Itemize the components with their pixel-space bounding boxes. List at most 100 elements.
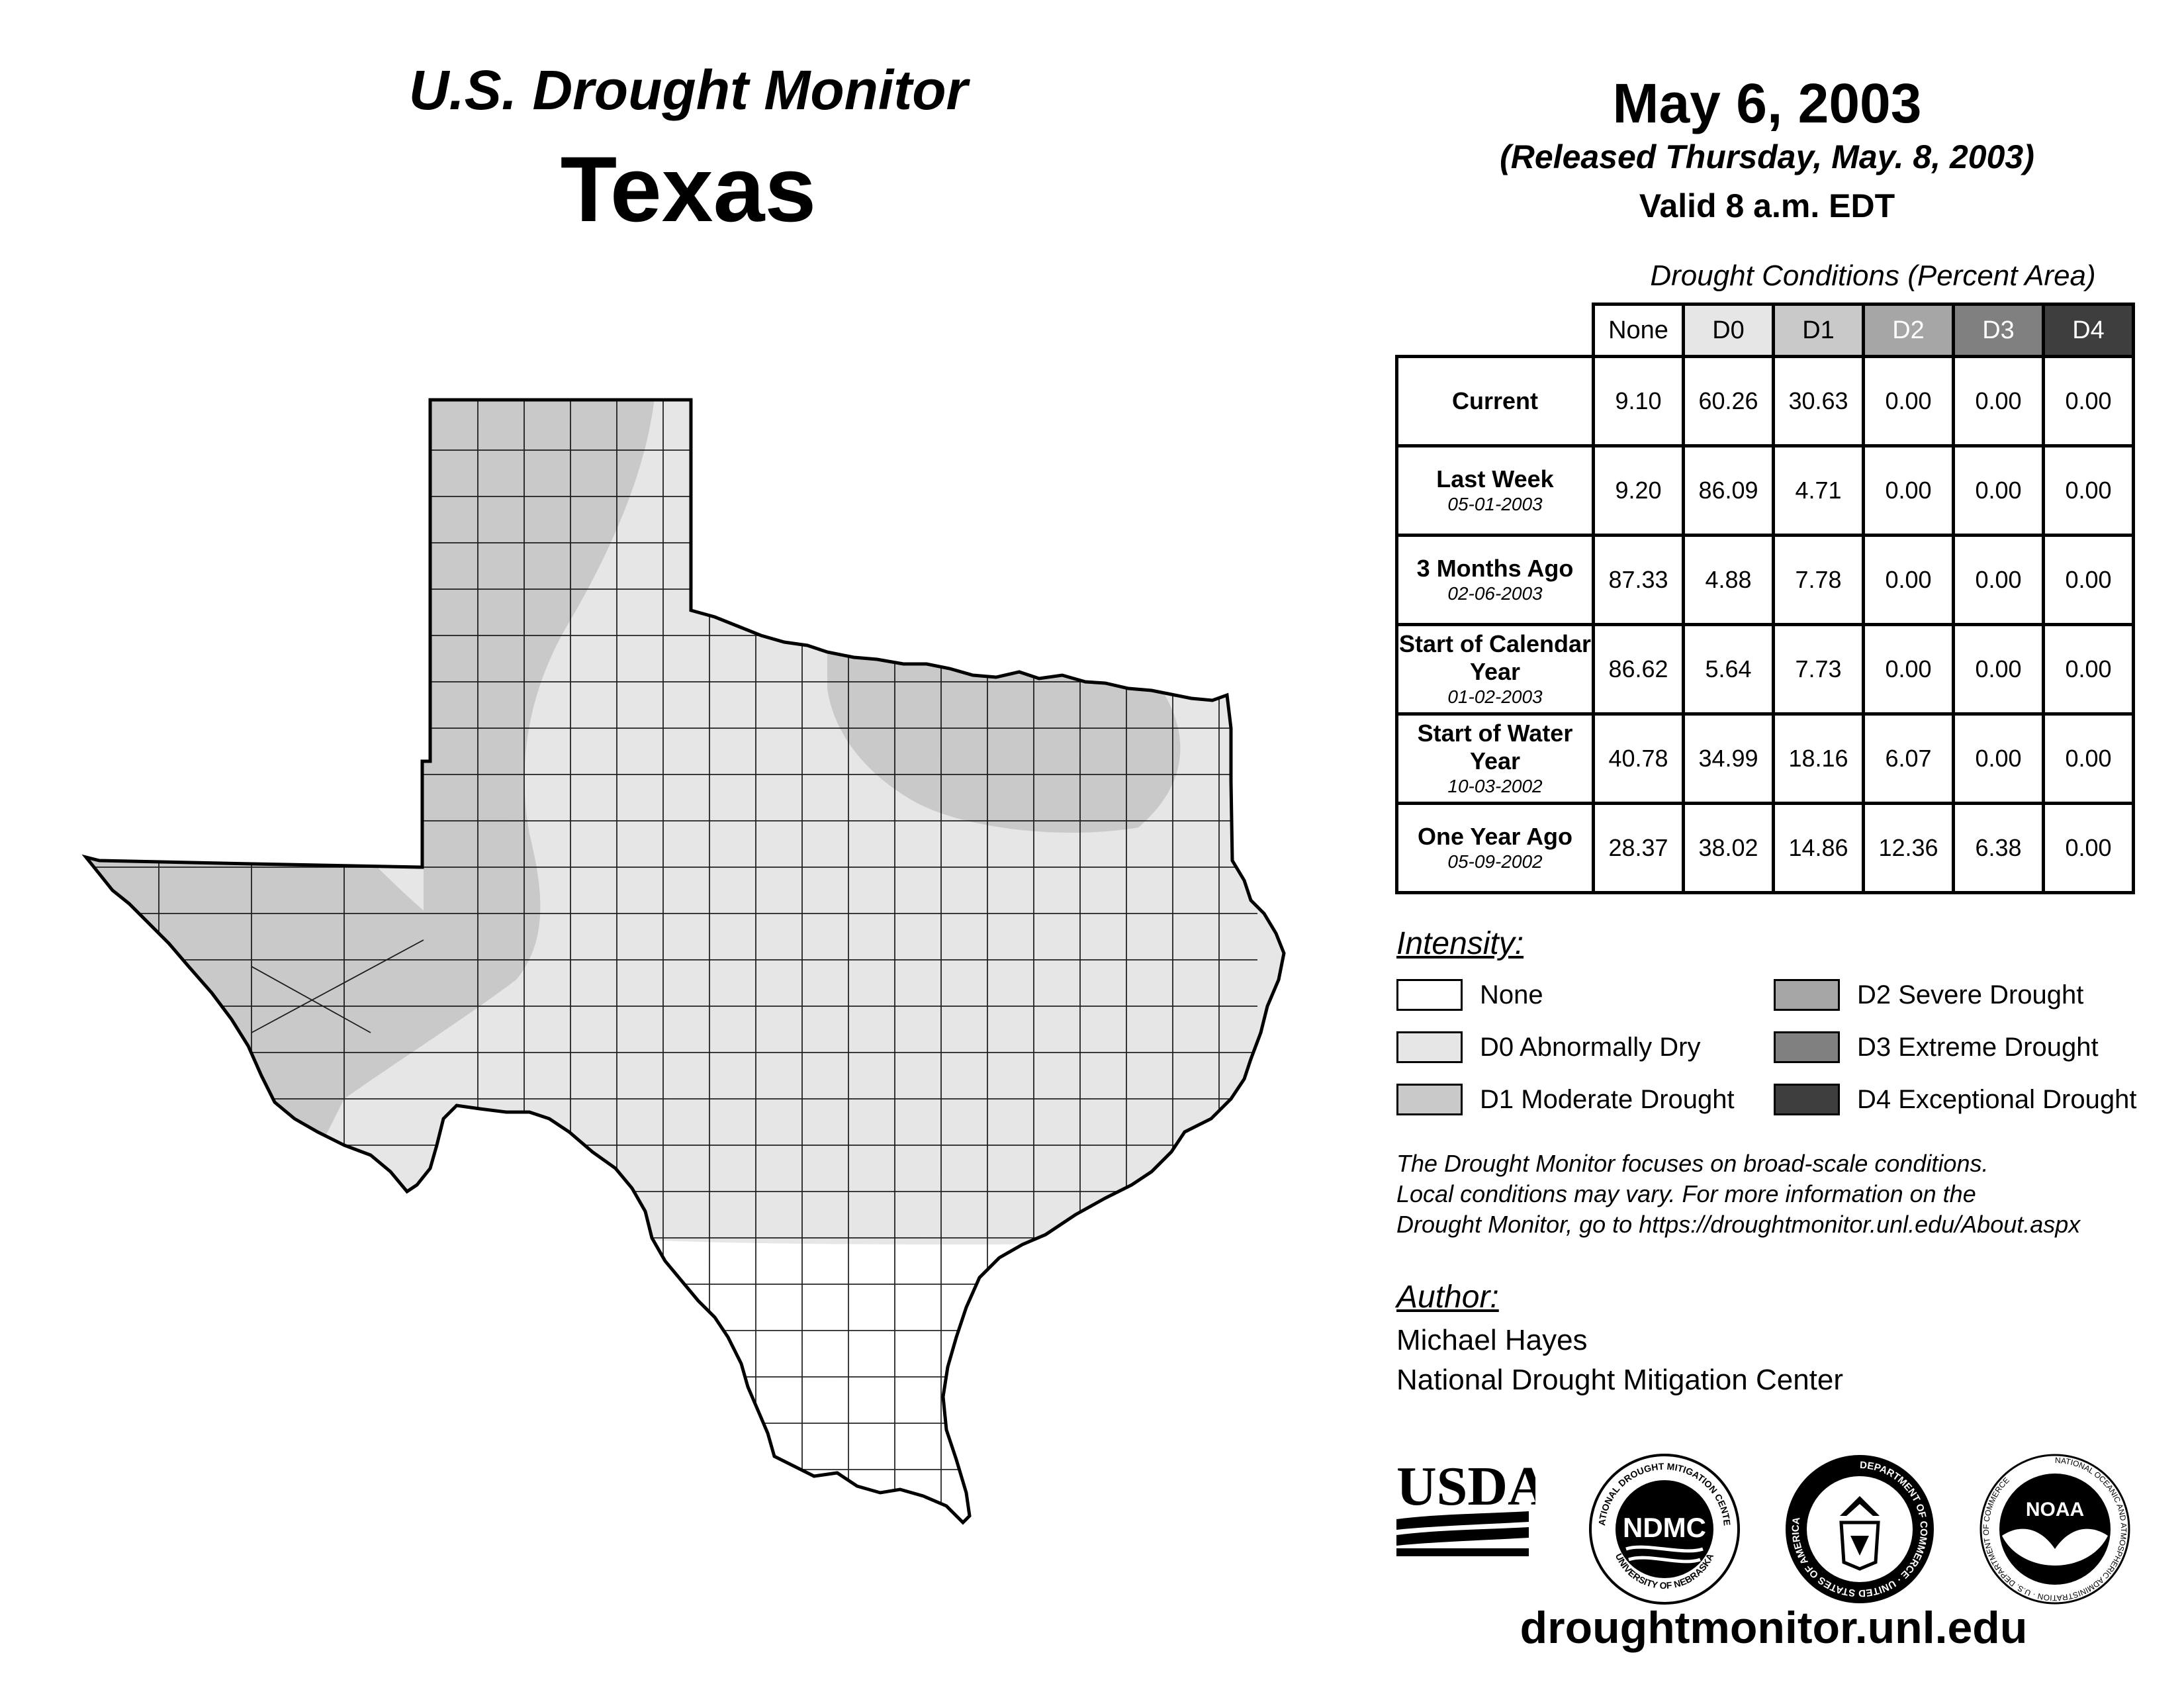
table-cell: 87.33: [1592, 534, 1685, 626]
legend-label: D1 Moderate Drought: [1480, 1084, 1735, 1114]
table-row: One Year Ago 05-09-2002 28.37 38.02 14.86…: [1395, 802, 2135, 894]
header-blank-cell: [1396, 304, 1595, 358]
ndmc-logo-text: NDMC: [1623, 1512, 1706, 1543]
legend-item-d2: D2 Severe Drought: [1774, 979, 2083, 1011]
table-cell: 0.00: [2042, 534, 2135, 626]
row-label-date: 05-01-2003: [1447, 494, 1543, 514]
row-label-3-months-ago: 3 Months Ago 02-06-2003: [1395, 534, 1595, 626]
author-title: Author:: [1396, 1280, 1499, 1315]
legend-swatch: [1396, 979, 1463, 1011]
row-label-one-year-ago: One Year Ago 05-09-2002: [1395, 802, 1595, 894]
table-cell: 12.36: [1862, 802, 1955, 894]
note-line: Drought Monitor, go to https://droughtmo…: [1396, 1211, 2081, 1238]
col-header-d4: D4: [2042, 303, 2135, 358]
row-label-date: 01-02-2003: [1447, 686, 1543, 707]
table-cell: 18.16: [1772, 712, 1865, 805]
state-title: Texas: [560, 137, 817, 241]
table-row: Start of Water Year 10-03-2002 40.78 34.9…: [1395, 712, 2135, 805]
row-label-start-water-year: Start of Water Year 10-03-2002: [1395, 712, 1595, 805]
legend-swatch: [1774, 979, 1840, 1011]
table-cell: 0.00: [2042, 355, 2135, 447]
legend-label: D3 Extreme Drought: [1857, 1032, 2099, 1062]
table-cell: 0.00: [1952, 712, 2045, 805]
table-cell: 0.00: [1862, 534, 1955, 626]
table-cell: 0.00: [1952, 623, 2045, 716]
legend-label: D0 Abnormally Dry: [1480, 1032, 1701, 1062]
legend-swatch: [1774, 1031, 1840, 1063]
table-cell: 0.00: [1952, 444, 2045, 537]
table-cell: 28.37: [1592, 802, 1685, 894]
table-cell: 6.38: [1952, 802, 2045, 894]
texas-drought-map: [0, 0, 1357, 1589]
table-cell: 0.00: [1952, 534, 2045, 626]
note-line: The Drought Monitor focuses on broad-sca…: [1396, 1150, 1989, 1177]
drought-conditions-table: None D0 D1 D2 D3 D4 Current 9.10 60.26 3…: [1395, 303, 2135, 894]
row-label-last-week: Last Week 05-01-2003: [1395, 444, 1595, 537]
release-date: (Released Thursday, May. 8, 2003): [1500, 138, 2034, 175]
table-cell: 0.00: [1862, 355, 1955, 447]
table-cell: 4.71: [1772, 444, 1865, 537]
department-of-commerce-logo: DEPARTMENT OF COMMERCE · UNITED STATES O…: [1786, 1455, 1934, 1603]
legend-label: D4 Exceptional Drought: [1857, 1084, 2137, 1114]
row-label-text: Current: [1451, 387, 1538, 414]
legend-swatch: [1396, 1084, 1463, 1115]
legend-item-d0: D0 Abnormally Dry: [1396, 1031, 1700, 1063]
table-cell: 0.00: [1862, 444, 1955, 537]
usda-logo-text: USDA: [1396, 1456, 1535, 1517]
legend-item-d1: D1 Moderate Drought: [1396, 1084, 1735, 1115]
table-cell: 9.20: [1592, 444, 1685, 537]
ndmc-logo: NATIONAL DROUGHT MITIGATION CENTER UNIVE…: [1585, 1450, 1740, 1605]
table-header-row: None D0 D1 D2 D3 D4: [1396, 303, 2135, 358]
disclaimer-note: The Drought Monitor focuses on broad-sca…: [1396, 1149, 2177, 1240]
legend-item-d4: D4 Exceptional Drought: [1774, 1084, 2136, 1115]
table-cell: 7.78: [1772, 534, 1865, 626]
table-caption: Drought Conditions (Percent Area): [1650, 259, 2096, 292]
row-label-date: 05-09-2002: [1447, 851, 1543, 872]
valid-time: Valid 8 a.m. EDT: [1639, 187, 1895, 224]
table-cell: 86.09: [1682, 444, 1775, 537]
table-row: 3 Months Ago 02-06-2003 87.33 4.88 7.78 0…: [1395, 534, 2135, 626]
table-cell: 14.86: [1772, 802, 1865, 894]
table-cell: 0.00: [1952, 355, 2045, 447]
col-header-d3: D3: [1952, 303, 2045, 358]
legend-label: None: [1480, 980, 1543, 1009]
row-label-start-calendar-year: Start of Calendar Year 01-02-2003: [1395, 623, 1595, 716]
table-cell: 4.88: [1682, 534, 1775, 626]
legend-item-none: None: [1396, 979, 1543, 1011]
row-label-date: 02-06-2003: [1447, 583, 1543, 604]
noaa-logo: NATIONAL OCEANIC AND ATMOSPHERIC ADMINIS…: [1979, 1454, 2130, 1605]
author-organization: National Drought Mitigation Center: [1396, 1364, 1844, 1396]
table-cell: 34.99: [1682, 712, 1775, 805]
table-cell: 6.07: [1862, 712, 1955, 805]
table-cell: 0.00: [2042, 623, 2135, 716]
table-cell: 40.78: [1592, 712, 1685, 805]
legend-label: D2 Severe Drought: [1857, 980, 2084, 1009]
col-header-d0: D0: [1682, 303, 1775, 358]
row-label-text: Start of Water Year: [1417, 720, 1573, 774]
table-cell: 38.02: [1682, 802, 1775, 894]
col-header-none: None: [1592, 303, 1685, 358]
table-cell: 5.64: [1682, 623, 1775, 716]
row-label-text: 3 Months Ago: [1416, 555, 1574, 582]
table-cell: 0.00: [2042, 712, 2135, 805]
table-row: Start of Calendar Year 01-02-2003 86.62 5…: [1395, 623, 2135, 716]
table-cell: 0.00: [1862, 623, 1955, 716]
row-label-text: Last Week: [1436, 465, 1554, 492]
table-row: Current 9.10 60.26 30.63 0.00 0.00 0.00: [1395, 355, 2135, 447]
table-cell: 0.00: [2042, 802, 2135, 894]
site-url[interactable]: droughtmonitor.unl.edu: [1520, 1603, 2028, 1653]
table-cell: 30.63: [1772, 355, 1865, 447]
table-cell: 9.10: [1592, 355, 1685, 447]
legend-swatch: [1396, 1031, 1463, 1063]
monitor-title: U.S. Drought Monitor: [408, 59, 968, 121]
map-date: May 6, 2003: [1612, 72, 1922, 134]
noaa-logo-text: NOAA: [2026, 1499, 2084, 1521]
legend-swatch: [1774, 1084, 1840, 1115]
table-cell: 86.62: [1592, 623, 1685, 716]
table-cell: 0.00: [2042, 444, 2135, 537]
legend-item-d3: D3 Extreme Drought: [1774, 1031, 2099, 1063]
intensity-title: Intensity:: [1396, 926, 1524, 961]
note-line: Local conditions may vary. For more info…: [1396, 1180, 1976, 1207]
col-header-d2: D2: [1862, 303, 1955, 358]
table-cell: 60.26: [1682, 355, 1775, 447]
